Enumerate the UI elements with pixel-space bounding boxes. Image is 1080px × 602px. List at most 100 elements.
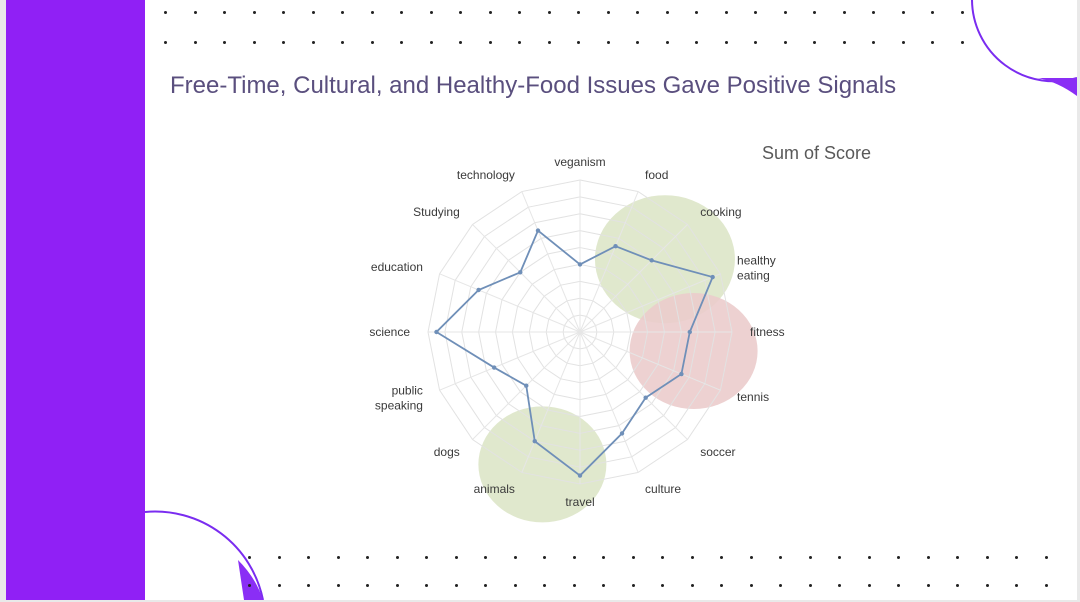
pattern-dot bbox=[577, 11, 580, 14]
pattern-dot bbox=[518, 41, 521, 44]
series-point bbox=[710, 274, 715, 280]
pattern-dot bbox=[282, 41, 285, 44]
pattern-dot bbox=[838, 556, 841, 559]
series-point bbox=[476, 287, 481, 293]
series-point bbox=[535, 228, 541, 233]
series-point bbox=[434, 329, 439, 335]
pattern-dot bbox=[985, 556, 989, 559]
pattern-dot bbox=[547, 41, 551, 44]
pattern-dot bbox=[901, 11, 905, 14]
slide: Free-Time, Cultural, and Healthy-Food Is… bbox=[6, 0, 1077, 600]
series-point bbox=[619, 431, 625, 436]
pattern-dot bbox=[311, 11, 315, 14]
pattern-dot bbox=[720, 584, 723, 587]
grid-spoke bbox=[579, 331, 688, 440]
pattern-dot bbox=[872, 41, 875, 44]
pattern-dot bbox=[956, 584, 959, 587]
series-point bbox=[577, 473, 583, 478]
pattern-dot bbox=[370, 41, 374, 44]
pattern-dot bbox=[577, 41, 580, 44]
pattern-dot bbox=[867, 556, 871, 559]
grid-spoke bbox=[521, 191, 581, 333]
grid-spoke bbox=[439, 331, 581, 391]
pattern-dot bbox=[631, 584, 635, 587]
pattern-dot bbox=[783, 11, 787, 14]
series-point bbox=[649, 258, 654, 263]
pattern-dot bbox=[720, 556, 723, 559]
category-label: tennis bbox=[737, 390, 769, 404]
pattern-dot bbox=[606, 41, 610, 44]
pattern-dot bbox=[749, 556, 753, 559]
grid-spoke bbox=[579, 331, 721, 391]
pattern-dot bbox=[808, 584, 812, 587]
pattern-dot bbox=[838, 584, 841, 587]
pattern-dot bbox=[1015, 584, 1018, 587]
pattern-dot bbox=[429, 41, 433, 44]
pattern-dot bbox=[429, 11, 433, 14]
series-point bbox=[679, 371, 684, 377]
pattern-dot bbox=[248, 556, 251, 559]
series-point bbox=[643, 395, 648, 400]
pattern-dot bbox=[636, 41, 639, 44]
pattern-dot bbox=[724, 11, 728, 14]
pattern-dot bbox=[1044, 556, 1048, 559]
pattern-dot bbox=[282, 11, 285, 14]
pattern-dot bbox=[248, 584, 251, 587]
pattern-dot bbox=[513, 556, 517, 559]
category-label: travel bbox=[565, 495, 594, 509]
pattern-dot bbox=[606, 11, 610, 14]
pattern-dot bbox=[749, 584, 753, 587]
pattern-dot bbox=[370, 11, 374, 14]
pattern-dot bbox=[690, 556, 694, 559]
pattern-dot bbox=[661, 584, 664, 587]
category-label: science bbox=[369, 325, 410, 339]
pattern-dot bbox=[931, 11, 934, 14]
category-label: fitness bbox=[750, 325, 785, 339]
grid-spoke bbox=[472, 224, 581, 333]
highlight-circle-green bbox=[478, 406, 607, 523]
pattern-dot bbox=[252, 41, 256, 44]
pattern-dot bbox=[960, 11, 964, 14]
pattern-dot bbox=[695, 11, 698, 14]
pattern-dot bbox=[956, 556, 959, 559]
category-label: food bbox=[645, 168, 668, 182]
grid-spoke bbox=[521, 331, 581, 473]
pattern-dot bbox=[779, 556, 782, 559]
pattern-dot bbox=[454, 556, 458, 559]
pattern-dot bbox=[307, 556, 310, 559]
pattern-dot bbox=[960, 41, 964, 44]
radar-chart: veganism food cooking healthy eating fitness t… bbox=[369, 155, 785, 523]
pattern-dot bbox=[488, 41, 492, 44]
pattern-dot bbox=[867, 584, 871, 587]
series-point bbox=[524, 383, 529, 388]
pattern-dot bbox=[341, 41, 344, 44]
pattern-dot bbox=[572, 584, 576, 587]
pattern-dot bbox=[695, 41, 698, 44]
pattern-dot bbox=[926, 584, 930, 587]
accent-sidebar bbox=[6, 0, 145, 600]
pattern-dot bbox=[926, 556, 930, 559]
series-point bbox=[518, 270, 523, 275]
category-label: healthy eating bbox=[737, 253, 776, 282]
pattern-dot bbox=[454, 584, 458, 587]
pattern-dot bbox=[484, 556, 487, 559]
highlight-circle-green bbox=[594, 195, 735, 324]
pattern-dot bbox=[897, 584, 900, 587]
pattern-dot bbox=[631, 556, 635, 559]
series-point bbox=[577, 262, 583, 267]
pattern-dot bbox=[572, 556, 576, 559]
pattern-dot bbox=[547, 11, 551, 14]
category-label: dogs bbox=[434, 445, 460, 459]
pattern-dot bbox=[901, 41, 905, 44]
pattern-dot bbox=[336, 556, 340, 559]
pattern-dot bbox=[842, 11, 846, 14]
pattern-dot bbox=[395, 556, 399, 559]
series-point bbox=[687, 329, 692, 335]
pattern-dot bbox=[459, 41, 462, 44]
grid-spoke bbox=[579, 273, 721, 333]
category-label: technology bbox=[457, 168, 515, 182]
pattern-dot bbox=[543, 556, 546, 559]
series-point bbox=[491, 365, 497, 370]
pattern-dot bbox=[779, 584, 782, 587]
pattern-dot bbox=[366, 556, 369, 559]
